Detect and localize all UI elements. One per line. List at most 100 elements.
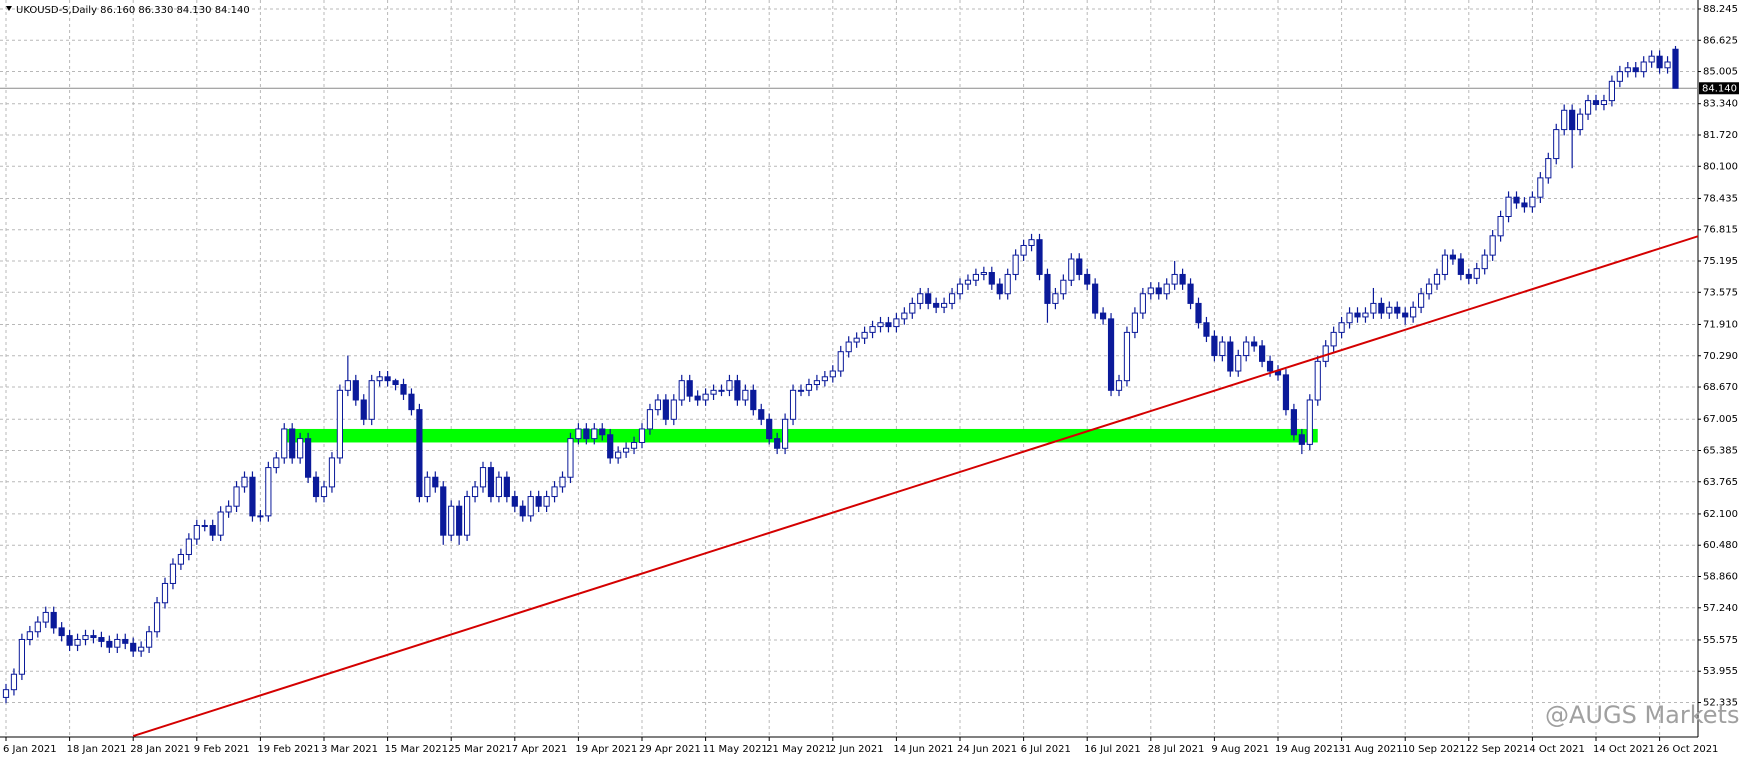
candle-body (607, 434, 614, 459)
last-price-label: 84.140 (1702, 83, 1737, 94)
candle-body (726, 380, 733, 391)
candle-body (106, 640, 113, 648)
x-tick-label: 19 Feb 2021 (257, 744, 319, 755)
candle-body (74, 638, 81, 646)
x-tick-label: 2 Jun 2021 (830, 744, 884, 755)
candle-body (360, 399, 367, 420)
candle-body (153, 602, 161, 633)
candle-body (1266, 360, 1274, 372)
y-tick-label: 81.720 (1703, 130, 1738, 141)
candle-body (1497, 216, 1504, 237)
candle-body (1529, 196, 1536, 208)
candle-body (567, 438, 574, 478)
candle-body (710, 389, 717, 395)
candle-body (1028, 239, 1035, 246)
candle-body (1020, 244, 1027, 256)
x-tick-label: 19 Apr 2021 (575, 744, 637, 755)
candle-body (42, 611, 49, 623)
candle-body (1433, 273, 1441, 285)
candle-body (917, 293, 924, 304)
candle-body (972, 273, 979, 281)
candle-body (1545, 158, 1552, 179)
candle-body (893, 318, 900, 328)
candle-body (82, 635, 89, 640)
candle-body (591, 428, 598, 440)
candle-body (758, 409, 765, 420)
candle-body (273, 457, 280, 469)
candle-body (909, 302, 916, 314)
candle-body (336, 389, 343, 459)
candle-body (487, 467, 495, 498)
y-tick-label: 67.005 (1703, 414, 1738, 425)
candle-body (241, 476, 248, 488)
candle-body (797, 389, 805, 392)
candle-body (1306, 399, 1313, 445)
candle-body (925, 293, 932, 304)
candle-body (265, 467, 272, 517)
candle-body (1107, 318, 1115, 391)
y-tick-label: 60.480 (1703, 540, 1738, 551)
candle-body (1584, 100, 1592, 115)
candle-body (1569, 109, 1576, 131)
y-tick-label: 85.005 (1703, 67, 1738, 78)
candle-body (392, 380, 399, 386)
candle-body (26, 631, 33, 640)
candle-body (901, 312, 908, 320)
candle-body (1664, 61, 1671, 69)
candle-body (384, 376, 391, 382)
candle-body (201, 525, 208, 528)
candle-body (281, 428, 288, 459)
candle-body (853, 337, 860, 343)
y-tick-label: 63.765 (1703, 477, 1738, 488)
x-tick-label: 22 Sep 2021 (1466, 744, 1529, 755)
candle-body (1139, 293, 1146, 314)
candle-body (1481, 254, 1488, 270)
candle-body (233, 486, 240, 507)
y-tick-label: 80.100 (1703, 161, 1738, 172)
candle-body (328, 457, 336, 488)
candle-body (1219, 341, 1226, 357)
candle-body (1163, 283, 1170, 295)
candle-body (1052, 293, 1059, 304)
candle-body (646, 409, 654, 430)
y-tick-label: 78.435 (1703, 193, 1738, 204)
candle-body (34, 621, 41, 633)
support-zone (284, 428, 1318, 443)
candle-body (1084, 273, 1091, 285)
candle-body (1441, 254, 1449, 275)
candle-body (583, 428, 590, 440)
chart-title: UKOUSD-S,Daily 86.160 86.330 84.130 84.1… (16, 5, 250, 16)
candle-body (813, 380, 820, 386)
candle-body (551, 486, 558, 498)
candle-body (1537, 177, 1544, 198)
y-tick-label: 52.335 (1703, 698, 1738, 709)
candle-body (829, 370, 836, 378)
candle-body (1394, 306, 1401, 314)
y-tick-label: 86.625 (1703, 35, 1738, 46)
y-tick-label: 71.910 (1703, 319, 1738, 330)
candle-body (1036, 239, 1043, 275)
candle-body (511, 496, 518, 507)
candle-body (1259, 345, 1266, 362)
candle-body (1012, 254, 1019, 275)
x-tick-label: 7 Apr 2021 (512, 744, 567, 755)
candle-body (1362, 312, 1369, 318)
y-tick-label: 57.240 (1703, 603, 1738, 614)
y-tick-label: 68.670 (1703, 382, 1738, 393)
candle-body (1600, 100, 1608, 105)
candle-body (1473, 268, 1480, 279)
candle-body (654, 399, 661, 411)
candle-body (1243, 341, 1250, 357)
x-tick-label: 4 Oct 2021 (1529, 744, 1584, 755)
last-price-tag (1699, 82, 1739, 95)
candle-body (941, 302, 948, 308)
candle-body (742, 389, 749, 401)
candle-body (114, 638, 121, 648)
x-tick-label: 9 Feb 2021 (194, 744, 250, 755)
candle-body (1449, 254, 1457, 260)
x-tick-label: 18 Jan 2021 (67, 744, 127, 755)
candle-body (408, 393, 415, 411)
candle-body (1489, 235, 1496, 256)
candle-body (615, 451, 622, 459)
candle-body (376, 376, 383, 382)
